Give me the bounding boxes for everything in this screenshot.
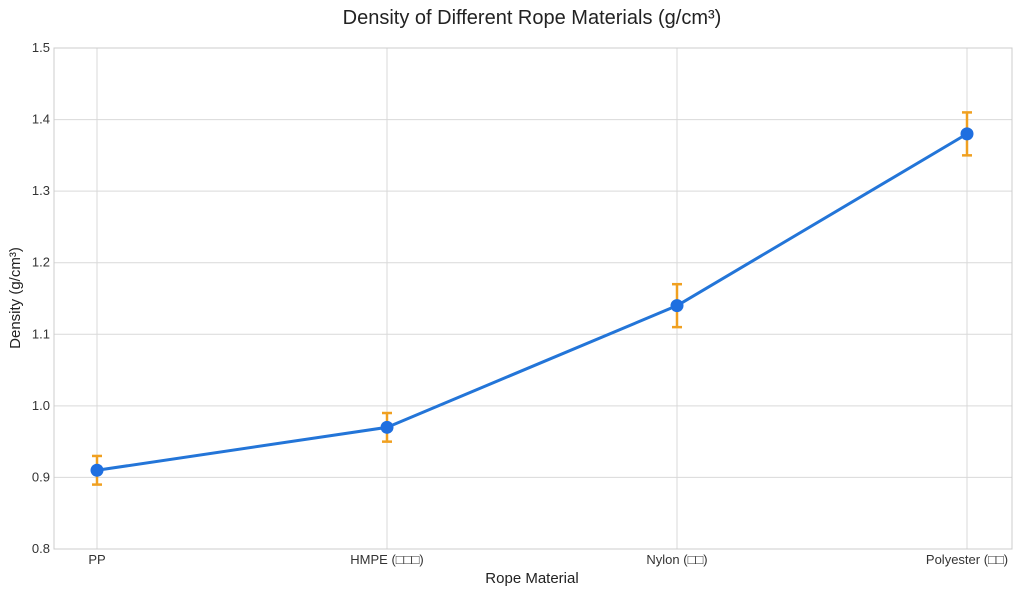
grid-lines [54, 47, 1012, 550]
y-tick-label-1: 0.9 [32, 469, 50, 484]
y-tick-label-7: 1.5 [32, 40, 50, 55]
x-tick-label-0: PP [88, 552, 105, 567]
y-tick-label-0: 0.8 [32, 541, 50, 556]
y-tick-label-3: 1.1 [32, 326, 50, 341]
y-tick-label-2: 1.0 [32, 398, 50, 413]
y-tick-label-5: 1.3 [32, 183, 50, 198]
plot-frame [53, 47, 1013, 550]
x-axis-ticks: PP HMPE (□□□) Nylon (□□) Polyester (□□) [88, 552, 1008, 567]
error-bars [92, 111, 972, 486]
data-point-1 [380, 420, 394, 434]
series-line [96, 132, 968, 472]
chart-title: Density of Different Rope Materials (g/c… [343, 7, 722, 29]
series-line-group [96, 132, 968, 472]
data-points [90, 127, 974, 477]
x-tick-label-3: Polyester (□□) [926, 552, 1008, 567]
y-axis-ticks: 0.8 0.9 1.0 1.1 1.2 1.3 1.4 1.5 [32, 40, 50, 556]
data-point-2 [670, 299, 684, 313]
y-tick-label-4: 1.2 [32, 255, 50, 270]
x-axis-label: Rope Material [485, 570, 578, 587]
x-tick-label-1: HMPE (□□□) [350, 552, 423, 567]
data-point-3 [960, 127, 974, 141]
data-point-0 [90, 463, 104, 477]
y-tick-label-6: 1.4 [32, 112, 50, 127]
y-axis-label: Density (g/cm³) [7, 247, 24, 349]
x-tick-label-2: Nylon (□□) [646, 552, 707, 567]
